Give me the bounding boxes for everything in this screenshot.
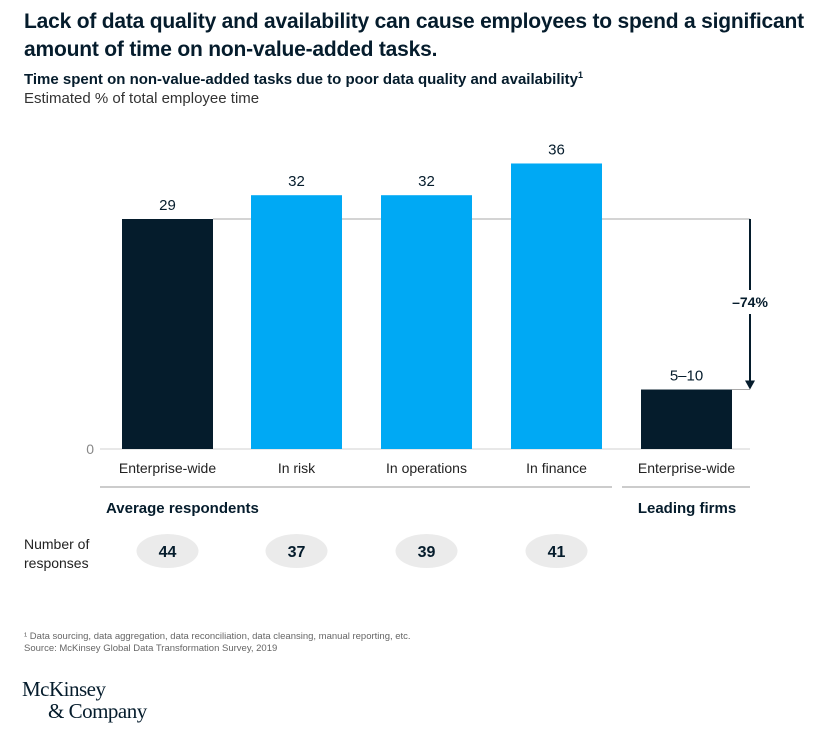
response-badge bbox=[136, 534, 199, 568]
chart-subtitle: Time spent on non-value-added tasks due … bbox=[24, 70, 583, 88]
data-label: 5–10 bbox=[670, 368, 703, 385]
unit-label: Estimated % of total employee time bbox=[24, 90, 260, 107]
response-count: 44 bbox=[159, 544, 177, 561]
source: Source: McKinsey Global Data Transformat… bbox=[24, 643, 278, 654]
arrow-head bbox=[745, 380, 755, 390]
response-count: 39 bbox=[418, 544, 436, 561]
category-label: In finance bbox=[526, 460, 587, 476]
logo-line-2: & Company bbox=[48, 699, 147, 723]
bar bbox=[251, 195, 342, 449]
responses-label-line2: responses bbox=[24, 555, 89, 571]
group-label: Leading firms bbox=[638, 500, 736, 517]
subtitle-footnote-mark: 1 bbox=[578, 70, 584, 80]
response-count: 37 bbox=[288, 544, 306, 561]
bar bbox=[641, 389, 732, 449]
logo-line-1: McKinsey bbox=[22, 677, 106, 701]
response-badge bbox=[395, 534, 458, 568]
mckinsey-logo: McKinsey & Company bbox=[22, 678, 147, 722]
chart-title: Lack of data quality and availability ca… bbox=[24, 10, 804, 61]
response-badge bbox=[265, 534, 328, 568]
response-badge bbox=[525, 534, 588, 568]
data-label: 36 bbox=[548, 141, 565, 158]
category-label: Enterprise-wide bbox=[638, 460, 735, 476]
subtitle-text: Time spent on non-value-added tasks due … bbox=[24, 71, 578, 88]
change-annotation: –74% bbox=[732, 294, 768, 310]
bar-chart: 0 29 Enterprise-wide 32 In risk 32 In operatio… bbox=[24, 141, 768, 571]
data-label: 32 bbox=[288, 173, 305, 190]
bar bbox=[381, 195, 472, 449]
response-count: 41 bbox=[548, 544, 566, 561]
bar bbox=[122, 219, 213, 449]
data-label: 29 bbox=[159, 197, 176, 214]
group-label: Average respondents bbox=[106, 500, 259, 517]
category-label: Enterprise-wide bbox=[119, 460, 216, 476]
category-label: In risk bbox=[278, 460, 316, 476]
bar bbox=[511, 163, 602, 449]
footnote: ¹ Data sourcing, data aggregation, data … bbox=[24, 631, 411, 642]
responses-label-line1: Number of bbox=[24, 536, 89, 552]
category-label: In operations bbox=[386, 460, 467, 476]
data-label: 32 bbox=[418, 173, 435, 190]
y-tick-label: 0 bbox=[86, 441, 94, 457]
